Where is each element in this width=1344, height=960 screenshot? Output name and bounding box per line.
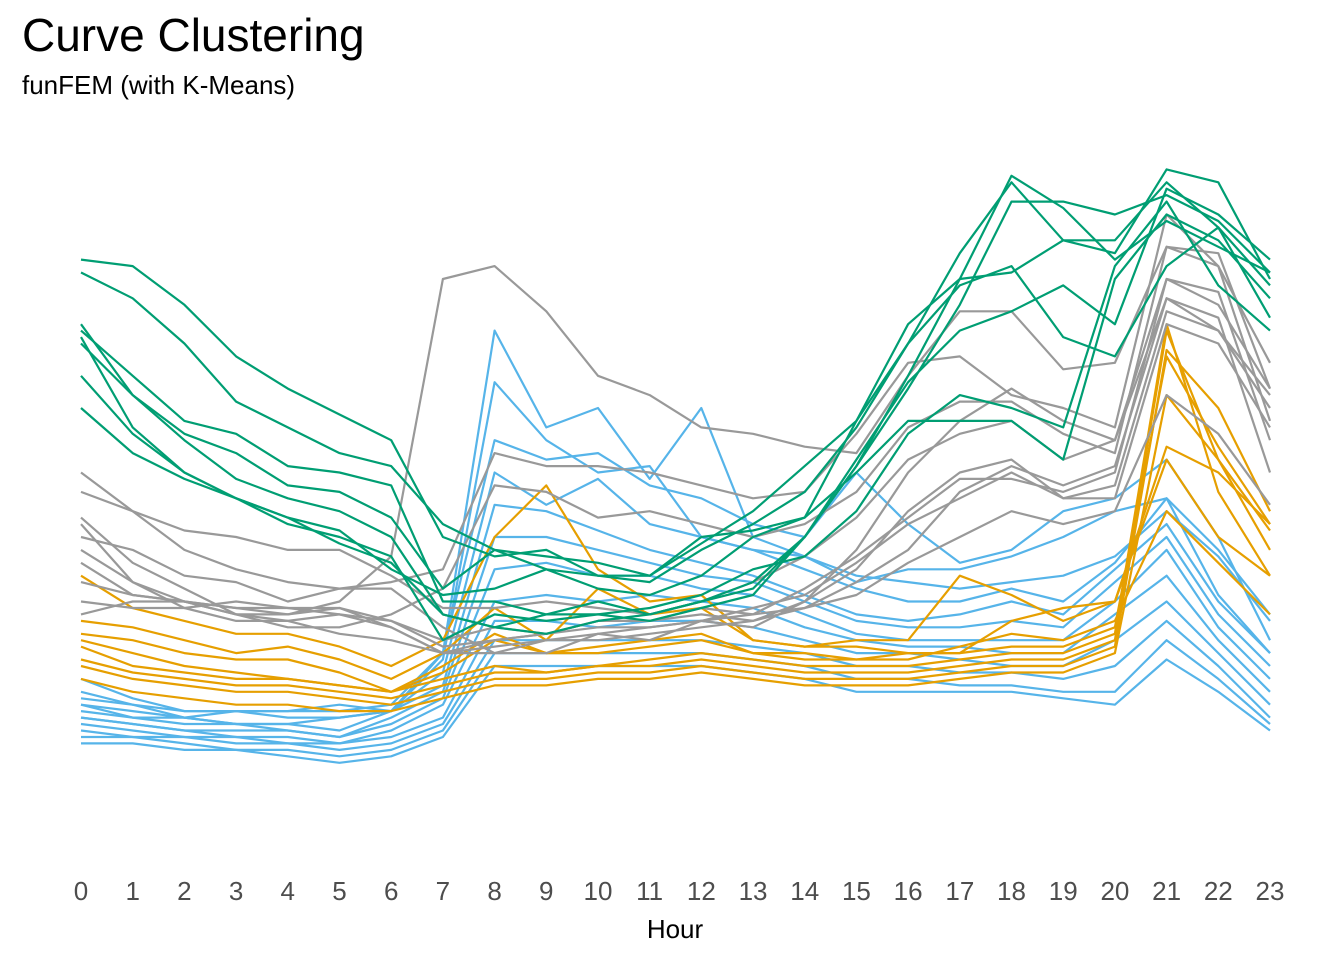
x-tick-label: 20 <box>1100 876 1129 906</box>
x-tick-label: 10 <box>583 876 612 906</box>
curve-cluster-c-22 <box>80 323 1271 693</box>
curve-cluster-d-28 <box>80 439 1271 713</box>
curve-cluster-c-24 <box>80 348 1271 706</box>
x-tick-label: 17 <box>945 876 974 906</box>
x-tick-label: 8 <box>487 876 501 906</box>
x-tick-label: 16 <box>894 876 923 906</box>
x-tick-label: 0 <box>74 876 88 906</box>
x-tick-label: 2 <box>177 876 191 906</box>
x-tick-label: 18 <box>997 876 1026 906</box>
curve-cluster-c-20 <box>80 510 1271 693</box>
chart-title: Curve Clustering <box>22 9 365 61</box>
curve-cluster-d-35 <box>80 619 1271 752</box>
curve-cluster-b-15 <box>80 310 1271 642</box>
x-tick-label: 1 <box>125 876 139 906</box>
x-tick-label: 6 <box>384 876 398 906</box>
x-tick-label: 12 <box>687 876 716 906</box>
chart-subtitle: funFEM (with K-Means) <box>22 70 296 100</box>
curve-cluster-a-2 <box>80 200 1271 616</box>
x-axis-ticks: 0 1 2 3 4 5 6 7 8 9 10 11 12 13 14 15 16 17 18 19 20 21 22 23 <box>74 876 1285 906</box>
x-tick-label: 11 <box>636 876 663 906</box>
curve-cluster-a-0 <box>80 168 1271 584</box>
curve-cluster-d-36 <box>81 639 1271 758</box>
curve-cluster-a-1 <box>80 181 1271 577</box>
x-tick-label: 21 <box>1152 876 1181 906</box>
curve-cluster-c-23 <box>80 329 1271 700</box>
x-tick-label: 3 <box>229 876 243 906</box>
x-tick-label: 7 <box>436 876 450 906</box>
curve-cluster-c-18 <box>80 445 1271 668</box>
curve-cluster-a-7 <box>80 226 1271 597</box>
x-tick-label: 14 <box>790 876 819 906</box>
curve-cluster-b-13 <box>80 297 1271 655</box>
x-tick-label: 15 <box>842 876 871 906</box>
curve-cluster-b-12 <box>80 297 1272 655</box>
x-tick-label: 9 <box>539 876 553 906</box>
x-axis-label: Hour <box>647 914 704 944</box>
curve-cluster-b-10 <box>80 245 1272 629</box>
curves-group <box>80 168 1272 764</box>
x-tick-label: 22 <box>1204 876 1233 906</box>
curve-cluster-d-32 <box>80 548 1271 739</box>
x-tick-label: 23 <box>1256 876 1285 906</box>
x-tick-label: 5 <box>332 876 346 906</box>
curve-cluster-a-6 <box>80 174 1271 642</box>
x-tick-label: 19 <box>1049 876 1078 906</box>
curve-cluster-c-19 <box>80 458 1271 681</box>
curve-cluster-a-3 <box>80 213 1271 597</box>
curve-cluster-b-9 <box>80 213 1272 590</box>
curve-cluster-d-37 <box>81 658 1271 764</box>
x-tick-label: 13 <box>739 876 768 906</box>
curve-cluster-c-25 <box>80 394 1271 713</box>
curve-cluster-b-17 <box>80 394 1271 655</box>
x-tick-label: 4 <box>281 876 295 906</box>
curve-cluster-d-27 <box>80 381 1271 719</box>
